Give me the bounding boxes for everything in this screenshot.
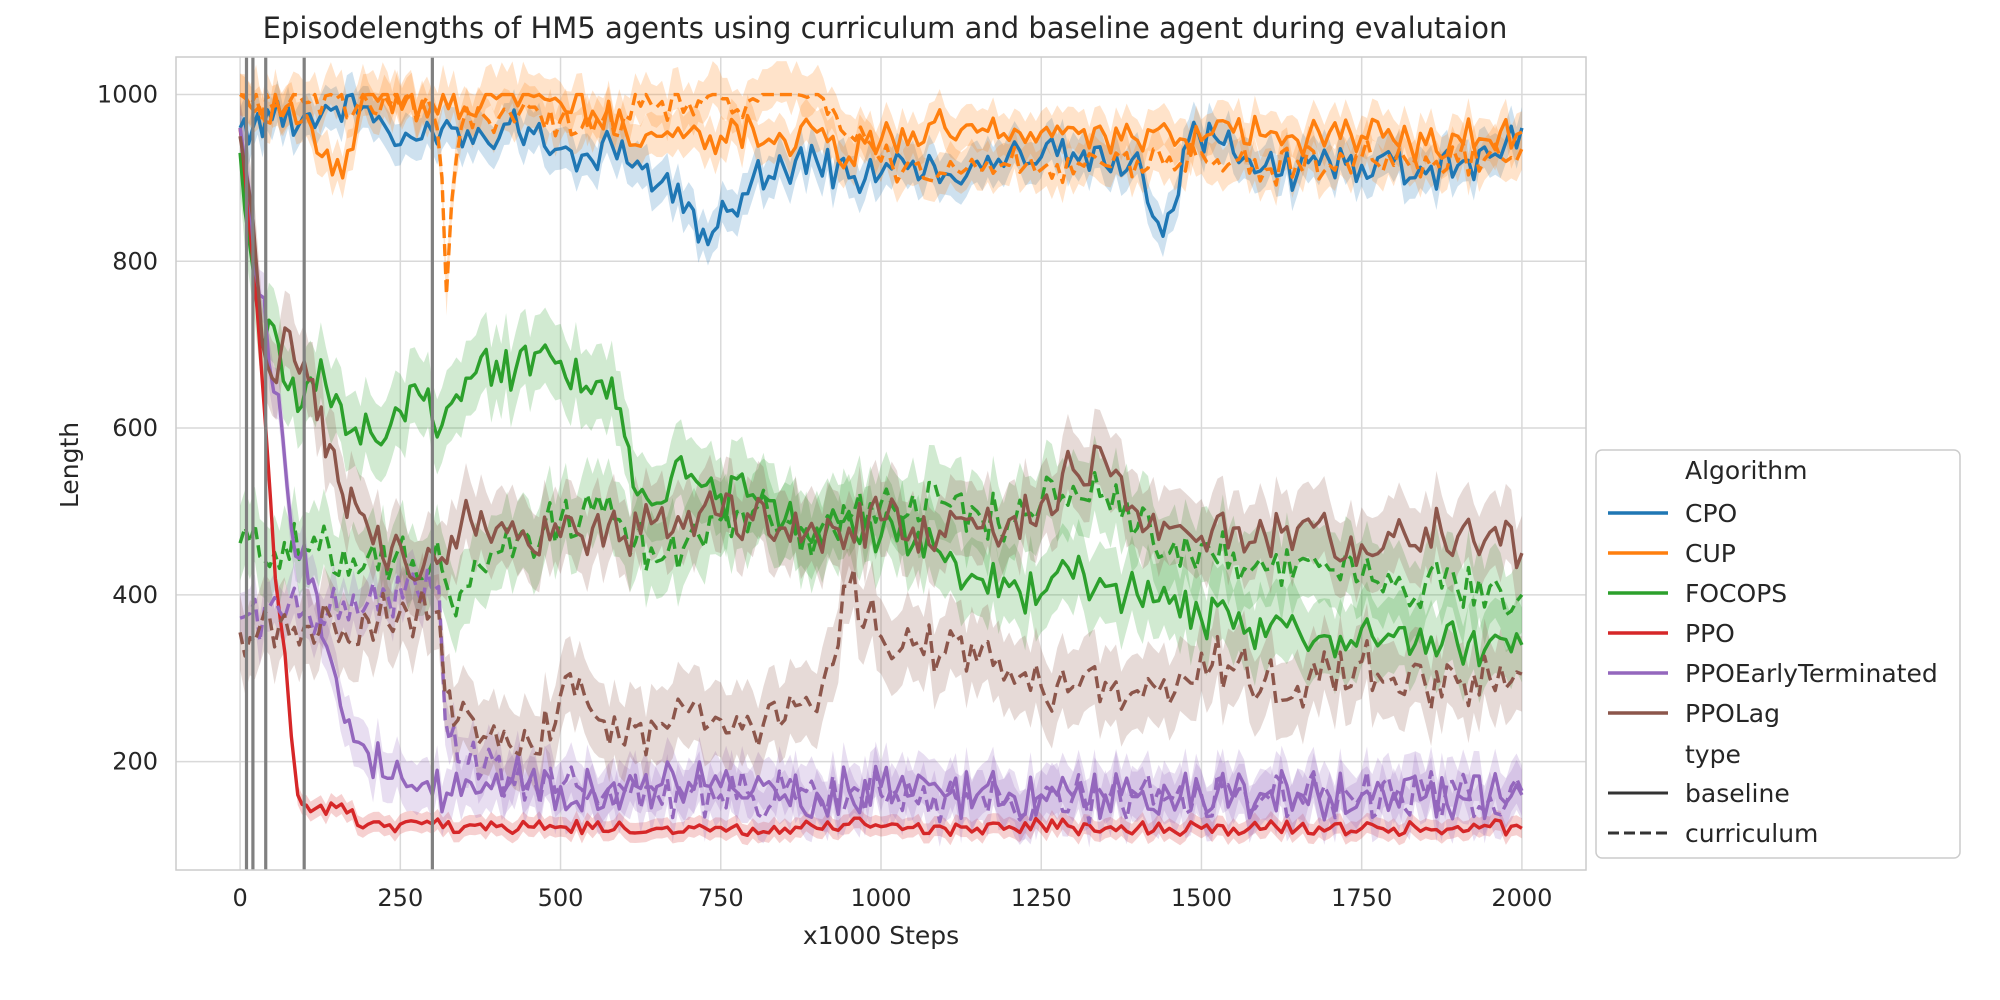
grid	[176, 57, 1586, 870]
x-tick-label: 250	[377, 884, 423, 912]
legend-label-curriculum: curriculum	[1685, 819, 1818, 848]
x-tick-label: 500	[538, 884, 584, 912]
line-PPOLag-baseline	[238, 135, 1524, 582]
line-PPOEarlyTerminated-curriculum	[239, 568, 1524, 825]
x-axis-label: x1000 Steps	[803, 921, 959, 950]
series-lines	[238, 92, 1524, 838]
y-tick-label: 400	[112, 581, 158, 609]
legend-label-PPOLag: PPOLag	[1685, 699, 1780, 728]
legend-box	[1595, 449, 1961, 859]
band-PPOEarlyTerminated-baseline	[240, 102, 1522, 845]
legend-label-baseline: baseline	[1685, 779, 1790, 808]
legend-label-CUP: CUP	[1685, 539, 1736, 568]
x-tick-label: 0	[232, 884, 247, 912]
band-PPOLag-curriculum	[240, 531, 1522, 793]
y-tick-label: 200	[112, 748, 158, 776]
legend-style-title: type	[1685, 740, 1741, 769]
band-CUP-curriculum	[240, 61, 1522, 316]
phase-lines	[244, 57, 434, 870]
y-tick-label: 600	[112, 414, 158, 442]
x-tick-label: 750	[698, 884, 744, 912]
legend-label-CPO: CPO	[1685, 499, 1737, 528]
band-FOCOPS-baseline	[240, 115, 1522, 704]
line-PPOLag-curriculum	[238, 567, 1523, 757]
y-axis-ticks: 200 400 600 800 1000	[97, 81, 158, 776]
line-CUP-curriculum	[239, 92, 1524, 297]
x-tick-label: 1000	[850, 884, 911, 912]
line-FOCOPS-curriculum	[238, 470, 1524, 618]
band-CPO-baseline	[240, 71, 1522, 266]
x-tick-label: 1750	[1331, 884, 1392, 912]
band-FOCOPS-curriculum	[240, 435, 1522, 654]
legend-label-PPOEarlyTerminated: PPOEarlyTerminated	[1685, 659, 1938, 688]
band-CUP-baseline	[240, 61, 1522, 199]
x-tick-label: 2000	[1491, 884, 1552, 912]
y-tick-label: 800	[112, 247, 158, 275]
legend-hue-title: Algorithm	[1685, 456, 1807, 485]
plot-frame	[175, 56, 1587, 871]
x-tick-label: 1250	[1011, 884, 1072, 912]
chart-title: Episodelengths of HM5 agents using curri…	[263, 11, 1508, 45]
x-tick-label: 1500	[1171, 884, 1232, 912]
line-PPO-baseline	[238, 127, 1523, 838]
legend: Algorithm CPO CUP FOCOPS PPO PPOEarlyTermina…	[1595, 449, 1961, 859]
line-CUP-baseline	[239, 92, 1523, 180]
legend-label-PPO: PPO	[1685, 619, 1735, 648]
legend-label-FOCOPS: FOCOPS	[1685, 579, 1787, 608]
x-axis-ticks: 0 250 500 750 1000 1250 1500 1750 2000	[232, 884, 1552, 912]
y-axis-label: Length	[55, 422, 84, 508]
line-FOCOPS-baseline	[238, 152, 1524, 668]
y-tick-label: 1000	[97, 81, 158, 109]
band-PPOEarlyTerminated-curriculum	[240, 545, 1522, 848]
